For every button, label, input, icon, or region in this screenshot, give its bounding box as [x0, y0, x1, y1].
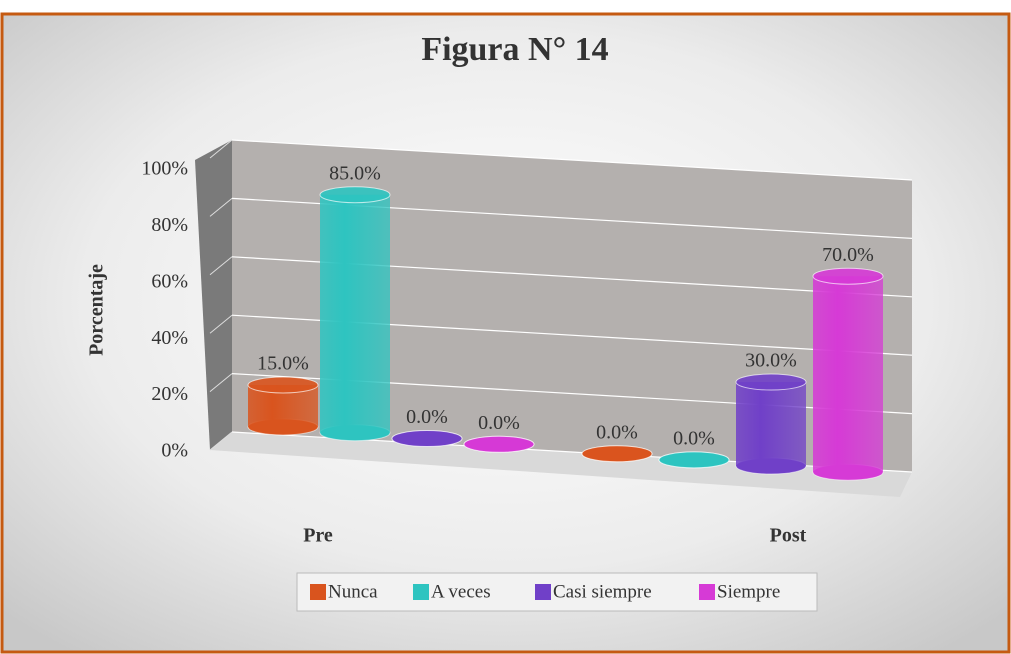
data-label: 0.0% — [406, 406, 448, 428]
legend-label: Siempre — [717, 581, 780, 602]
y-tick-label: 60% — [151, 270, 188, 292]
legend-label: A veces — [431, 581, 491, 602]
bar-top — [812, 267, 884, 285]
bar-top — [247, 376, 319, 394]
bar — [736, 382, 806, 467]
legend-swatch — [699, 584, 715, 600]
grid-line — [209, 431, 233, 451]
bar-top — [658, 451, 730, 469]
x-tick-label: Post — [770, 525, 807, 547]
x-tick-label: Pre — [303, 525, 333, 547]
y-tick-label: 20% — [151, 383, 188, 405]
bar-top — [735, 373, 807, 391]
data-label: 0.0% — [478, 412, 520, 434]
data-label: 70.0% — [822, 244, 874, 266]
data-label: 15.0% — [257, 353, 309, 375]
legend-swatch — [413, 584, 429, 600]
chart-title: Figura N° 14 — [421, 31, 608, 68]
legend-label: Nunca — [328, 581, 378, 602]
bar-top — [463, 435, 535, 453]
grid-line — [231, 139, 913, 181]
floor — [210, 432, 912, 497]
grid-line — [209, 198, 233, 217]
bar — [813, 276, 883, 473]
legend-label: Casi siempre — [553, 581, 652, 602]
legend-swatch — [535, 584, 551, 600]
bar — [320, 194, 390, 433]
side-wall — [195, 140, 232, 450]
data-label: 85.0% — [329, 162, 381, 184]
y-tick-label: 80% — [151, 214, 188, 236]
grid-line — [209, 139, 233, 159]
y-tick-label: 100% — [141, 158, 188, 180]
bar-top — [319, 186, 391, 204]
y-tick-label: 40% — [151, 327, 188, 349]
bar-top — [391, 430, 463, 448]
grid-line — [209, 256, 233, 276]
grid-line — [209, 314, 233, 334]
data-label: 0.0% — [596, 421, 638, 443]
bar-top — [581, 445, 653, 463]
legend-swatch — [310, 584, 326, 600]
y-tick-label: 0% — [161, 440, 188, 462]
data-label: 30.0% — [745, 350, 797, 372]
y-axis-label: Porcentaje — [86, 264, 108, 356]
grid-line — [209, 373, 233, 392]
legend — [296, 572, 818, 612]
data-label: 0.0% — [673, 427, 715, 449]
